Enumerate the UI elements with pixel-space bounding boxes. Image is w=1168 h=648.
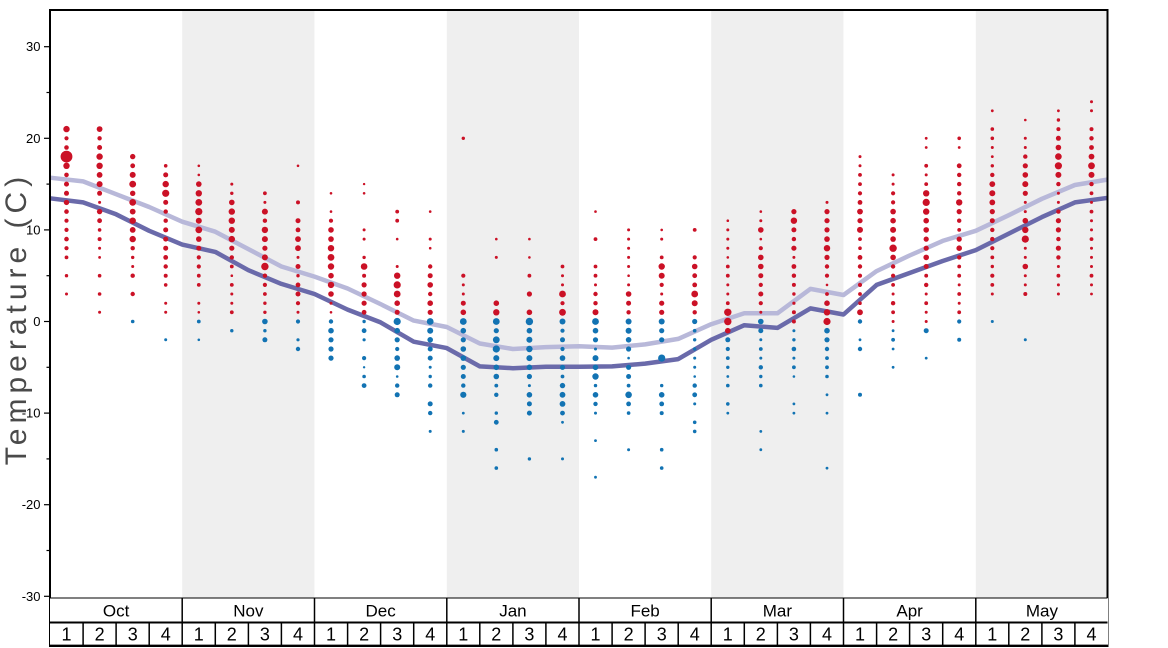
svg-text:30: 30 bbox=[26, 39, 40, 54]
svg-text:4: 4 bbox=[425, 625, 435, 645]
svg-text:0: 0 bbox=[33, 314, 40, 329]
svg-text:3: 3 bbox=[1053, 625, 1063, 645]
svg-text:Nov: Nov bbox=[233, 602, 264, 621]
svg-text:20: 20 bbox=[26, 131, 40, 146]
svg-text:4: 4 bbox=[690, 625, 700, 645]
svg-text:Feb: Feb bbox=[630, 602, 659, 621]
svg-text:Jan: Jan bbox=[499, 602, 526, 621]
svg-text:May: May bbox=[1026, 602, 1059, 621]
svg-text:Oct: Oct bbox=[103, 602, 130, 621]
svg-text:2: 2 bbox=[1020, 625, 1030, 645]
svg-text:1: 1 bbox=[194, 625, 204, 645]
svg-text:3: 3 bbox=[128, 625, 138, 645]
svg-text:2: 2 bbox=[95, 625, 105, 645]
svg-text:2: 2 bbox=[624, 625, 634, 645]
svg-text:2: 2 bbox=[491, 625, 501, 645]
svg-text:-20: -20 bbox=[22, 497, 41, 512]
svg-text:3: 3 bbox=[657, 625, 667, 645]
svg-text:4: 4 bbox=[557, 625, 567, 645]
svg-text:Dec: Dec bbox=[365, 602, 396, 621]
svg-text:2: 2 bbox=[359, 625, 369, 645]
svg-text:1: 1 bbox=[326, 625, 336, 645]
svg-text:4: 4 bbox=[822, 625, 832, 645]
svg-text:Apr: Apr bbox=[896, 602, 923, 621]
svg-text:Mar: Mar bbox=[763, 602, 793, 621]
svg-text:1: 1 bbox=[723, 625, 733, 645]
svg-text:1: 1 bbox=[590, 625, 600, 645]
svg-text:10: 10 bbox=[26, 222, 40, 237]
svg-text:4: 4 bbox=[293, 625, 303, 645]
svg-text:1: 1 bbox=[61, 625, 71, 645]
svg-text:-10: -10 bbox=[22, 406, 41, 421]
svg-text:2: 2 bbox=[888, 625, 898, 645]
svg-text:3: 3 bbox=[524, 625, 534, 645]
svg-text:1: 1 bbox=[987, 625, 997, 645]
svg-text:2: 2 bbox=[227, 625, 237, 645]
svg-text:4: 4 bbox=[1086, 625, 1096, 645]
svg-text:-30: -30 bbox=[22, 589, 41, 604]
svg-text:1: 1 bbox=[458, 625, 468, 645]
svg-text:3: 3 bbox=[921, 625, 931, 645]
svg-text:2: 2 bbox=[756, 625, 766, 645]
svg-text:4: 4 bbox=[954, 625, 964, 645]
svg-text:1: 1 bbox=[855, 625, 865, 645]
svg-text:4: 4 bbox=[161, 625, 171, 645]
svg-text:3: 3 bbox=[789, 625, 799, 645]
svg-text:3: 3 bbox=[260, 625, 270, 645]
svg-text:3: 3 bbox=[392, 625, 402, 645]
svg-text:Temperature (C): Temperature (C) bbox=[0, 172, 33, 465]
